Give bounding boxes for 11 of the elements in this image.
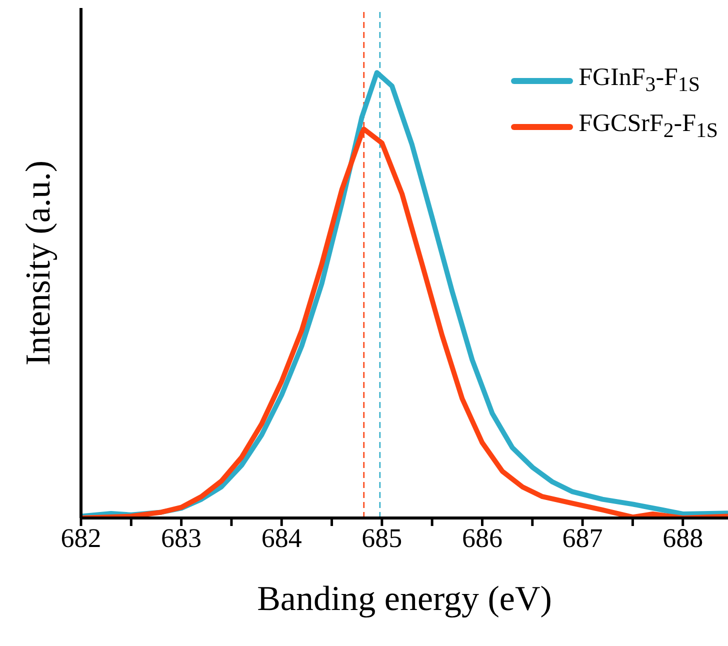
x-tick-label: 682 [60,523,102,554]
x-tick-label: 685 [362,523,402,554]
x-tick-label: 687 [562,523,603,554]
x-tick-label: 688 [662,523,704,554]
x-tick-label: 683 [161,523,202,554]
legend-label: FGCSrF$_{2}$-F$_{1S}$ [578,109,718,144]
y-axis-title: Intensity (a.u.) [18,160,58,366]
x-tick-label: 684 [261,523,302,554]
legend-label: FGInF$_{3}$-F$_{1S}$ [578,63,700,98]
x-axis-title: Banding energy (eV) [257,579,552,618]
x-tick-label: 686 [462,523,502,554]
